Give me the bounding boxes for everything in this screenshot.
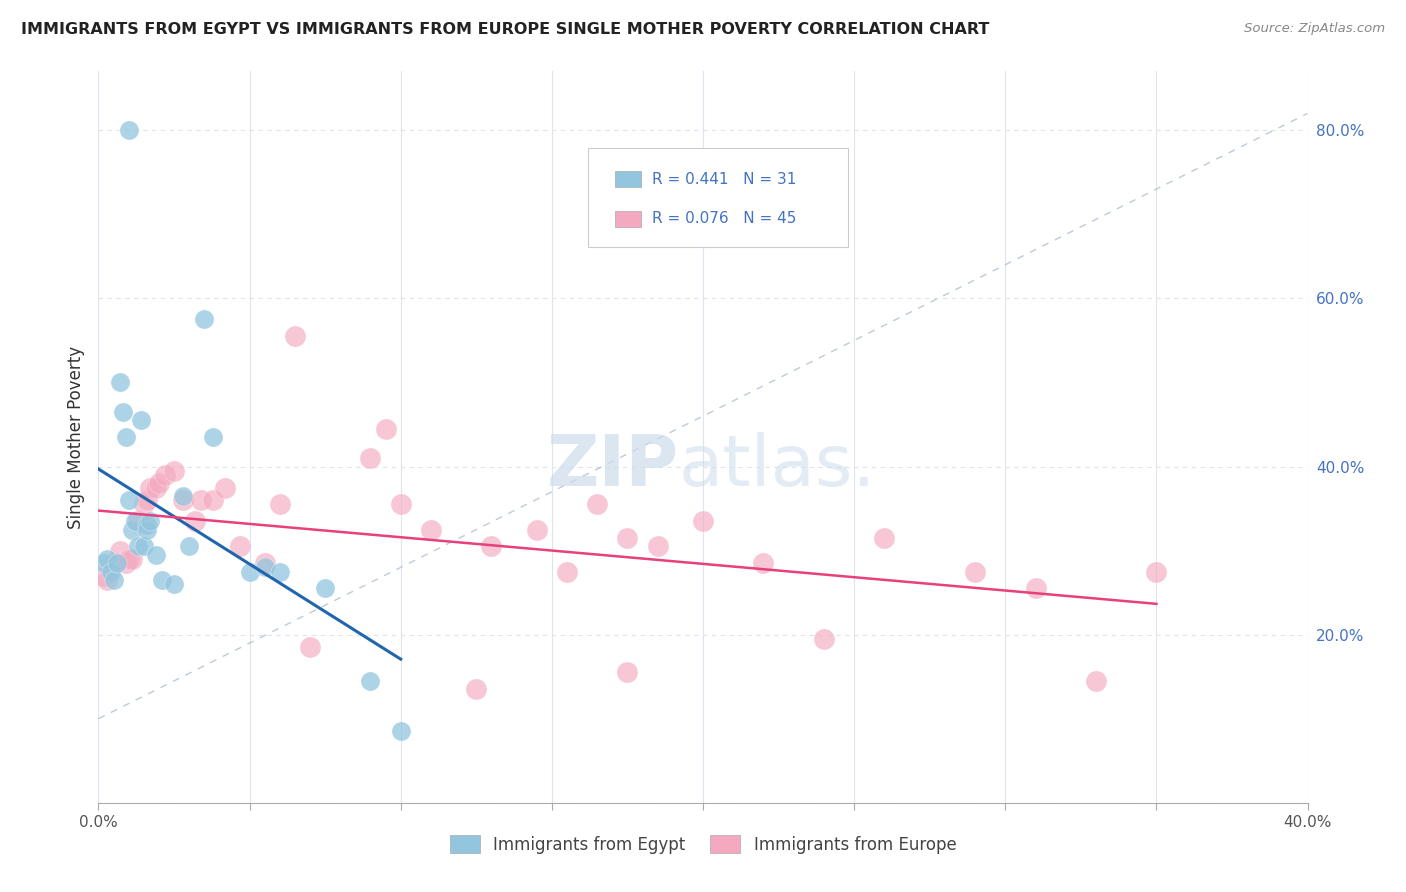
Point bbox=[269, 497, 291, 511]
Text: atlas.: atlas. bbox=[679, 432, 876, 500]
Point bbox=[202, 430, 225, 444]
Point bbox=[269, 565, 291, 579]
Point bbox=[360, 451, 382, 466]
Point bbox=[148, 476, 170, 491]
Point bbox=[647, 540, 669, 554]
Point bbox=[135, 493, 157, 508]
Point bbox=[111, 405, 134, 419]
Point bbox=[139, 514, 162, 528]
Text: R = 0.076   N = 45: R = 0.076 N = 45 bbox=[652, 211, 797, 226]
FancyBboxPatch shape bbox=[614, 171, 641, 187]
Point bbox=[616, 531, 638, 545]
Point bbox=[253, 556, 276, 570]
Point bbox=[129, 413, 152, 427]
Point bbox=[121, 552, 143, 566]
Point bbox=[118, 493, 141, 508]
Point bbox=[108, 543, 131, 558]
Point bbox=[229, 540, 252, 554]
Point bbox=[692, 514, 714, 528]
Point bbox=[150, 573, 173, 587]
Point bbox=[118, 123, 141, 137]
Point bbox=[114, 556, 136, 570]
Point bbox=[616, 665, 638, 680]
Y-axis label: Single Mother Poverty: Single Mother Poverty bbox=[66, 345, 84, 529]
Point bbox=[873, 531, 896, 545]
Text: R = 0.441   N = 31: R = 0.441 N = 31 bbox=[652, 171, 797, 186]
Point bbox=[184, 514, 207, 528]
Point bbox=[121, 523, 143, 537]
Point bbox=[239, 565, 262, 579]
Point bbox=[1024, 582, 1046, 596]
Point bbox=[145, 548, 167, 562]
Point bbox=[135, 523, 157, 537]
Point bbox=[965, 565, 987, 579]
Point bbox=[179, 540, 201, 554]
Point bbox=[214, 481, 236, 495]
Point bbox=[555, 565, 578, 579]
Point bbox=[139, 481, 162, 495]
Point bbox=[132, 540, 155, 554]
Point bbox=[132, 497, 155, 511]
Point bbox=[103, 556, 125, 570]
Point bbox=[163, 464, 186, 478]
Point bbox=[135, 518, 157, 533]
Point bbox=[1085, 673, 1108, 688]
Point bbox=[526, 523, 548, 537]
Point bbox=[389, 497, 412, 511]
FancyBboxPatch shape bbox=[588, 148, 848, 247]
Point bbox=[100, 565, 122, 579]
Point bbox=[752, 556, 775, 570]
Point bbox=[481, 540, 503, 554]
Point bbox=[465, 682, 488, 697]
Point bbox=[118, 552, 141, 566]
Point bbox=[172, 489, 194, 503]
Text: IMMIGRANTS FROM EGYPT VS IMMIGRANTS FROM EUROPE SINGLE MOTHER POVERTY CORRELATIO: IMMIGRANTS FROM EGYPT VS IMMIGRANTS FROM… bbox=[21, 22, 990, 37]
Point bbox=[127, 514, 149, 528]
Point bbox=[163, 577, 186, 591]
Point bbox=[190, 493, 212, 508]
Point bbox=[105, 556, 128, 570]
Point bbox=[374, 422, 396, 436]
Point bbox=[586, 497, 609, 511]
Point bbox=[314, 582, 336, 596]
Point bbox=[93, 569, 115, 583]
Point bbox=[96, 552, 118, 566]
Legend: Immigrants from Egypt, Immigrants from Europe: Immigrants from Egypt, Immigrants from E… bbox=[443, 829, 963, 860]
Point bbox=[127, 540, 149, 554]
Point bbox=[93, 556, 115, 570]
Point bbox=[193, 312, 215, 326]
Point bbox=[253, 560, 276, 574]
Point bbox=[108, 376, 131, 390]
Text: Source: ZipAtlas.com: Source: ZipAtlas.com bbox=[1244, 22, 1385, 36]
Point bbox=[1144, 565, 1167, 579]
Point bbox=[96, 573, 118, 587]
Point bbox=[172, 493, 194, 508]
Point bbox=[389, 724, 412, 739]
Point bbox=[299, 640, 322, 655]
Point bbox=[360, 673, 382, 688]
Point bbox=[145, 481, 167, 495]
Point bbox=[153, 467, 176, 482]
FancyBboxPatch shape bbox=[614, 211, 641, 227]
Point bbox=[124, 514, 146, 528]
Text: ZIP: ZIP bbox=[547, 432, 679, 500]
Point bbox=[103, 573, 125, 587]
Point bbox=[114, 430, 136, 444]
Point bbox=[813, 632, 835, 646]
Point bbox=[420, 523, 443, 537]
Point bbox=[284, 329, 307, 343]
Point bbox=[202, 493, 225, 508]
